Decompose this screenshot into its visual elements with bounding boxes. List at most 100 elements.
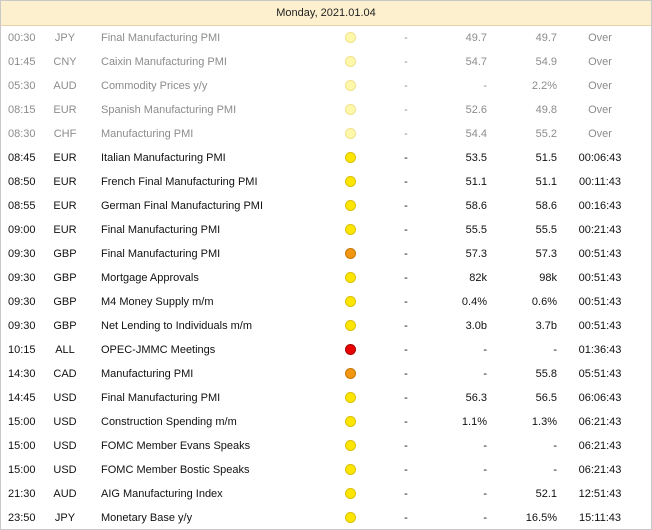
- event-actual: -: [404, 80, 408, 92]
- event-currency: GBP: [53, 296, 77, 308]
- event-actual: -: [404, 488, 408, 500]
- event-time: 09:30: [8, 248, 36, 260]
- event-currency: JPY: [54, 32, 76, 44]
- event-time: 08:55: [8, 200, 36, 212]
- event-actual: -: [404, 272, 408, 284]
- event-currency: AUD: [53, 80, 77, 92]
- event-previous: 98k: [539, 272, 557, 284]
- event-forecast: 56.3: [465, 392, 487, 404]
- impact-low-icon: [345, 104, 356, 115]
- impact-cell: [341, 26, 361, 50]
- event-row[interactable]: 09:30 GBP Mortgage Approvals - 82k 98k 00:51:4…: [1, 266, 651, 290]
- event-row[interactable]: 10:15 ALL OPEC-JMMC Meetings - - - 01:36:43: [1, 338, 651, 362]
- impact-cell: [341, 386, 361, 410]
- event-row[interactable]: 08:50 EUR French Final Manufacturing PMI - 5…: [1, 170, 651, 194]
- event-actual: -: [404, 296, 408, 308]
- impact-low-icon: [345, 512, 356, 523]
- event-row[interactable]: 21:30 AUD AIG Manufacturing Index - - 52.1 12:…: [1, 482, 651, 506]
- impact-medium-icon: [345, 368, 356, 379]
- event-time-left: 06:21:43: [578, 440, 622, 452]
- event-previous: 16.5%: [525, 512, 557, 524]
- event-row[interactable]: 23:50 JPY Monetary Base y/y - - 16.5% 15:11:43: [1, 506, 651, 530]
- impact-cell: [341, 434, 361, 458]
- event-previous: 54.9: [535, 56, 557, 68]
- impact-cell: [341, 506, 361, 530]
- event-time-left: Over: [588, 128, 612, 140]
- event-forecast: 52.6: [465, 104, 487, 116]
- event-row[interactable]: 15:00 USD Construction Spending m/m - 1.1% 1.…: [1, 410, 651, 434]
- event-forecast: 49.7: [465, 32, 487, 44]
- event-row[interactable]: 00:30 JPY Final Manufacturing PMI - 49.7 49.7…: [1, 26, 651, 50]
- event-time: 21:30: [8, 488, 36, 500]
- event-actual: -: [404, 56, 408, 68]
- event-actual: -: [404, 248, 408, 260]
- impact-cell: [341, 146, 361, 170]
- event-row[interactable]: 09:30 GBP M4 Money Supply m/m - 0.4% 0.6% 00:5…: [1, 290, 651, 314]
- event-time: 08:50: [8, 176, 36, 188]
- event-time: 15:00: [8, 464, 36, 476]
- impact-cell: [341, 338, 361, 362]
- event-time: 14:30: [8, 368, 36, 380]
- event-previous: 49.8: [535, 104, 557, 116]
- event-actual: -: [404, 152, 408, 164]
- event-row[interactable]: 08:45 EUR Italian Manufacturing PMI - 53.5 51…: [1, 146, 651, 170]
- event-name: Italian Manufacturing PMI: [101, 152, 226, 164]
- event-name: Construction Spending m/m: [101, 416, 237, 428]
- event-list: 00:30 JPY Final Manufacturing PMI - 49.7 49.7…: [1, 26, 651, 530]
- event-time-left: 06:06:43: [578, 392, 622, 404]
- event-row[interactable]: 14:30 CAD Manufacturing PMI - - 55.8 05:51:43: [1, 362, 651, 386]
- event-name: AIG Manufacturing Index: [101, 488, 223, 500]
- event-previous: 2.2%: [531, 80, 557, 92]
- impact-cell: [341, 266, 361, 290]
- event-currency: GBP: [53, 272, 77, 284]
- event-currency: USD: [53, 440, 77, 452]
- event-row[interactable]: 09:00 EUR Final Manufacturing PMI - 55.5 55.5…: [1, 218, 651, 242]
- event-forecast: -: [483, 440, 487, 452]
- event-row[interactable]: 08:30 CHF Manufacturing PMI - 54.4 55.2 Over: [1, 122, 651, 146]
- day-header: Monday, 2021.01.04: [1, 1, 651, 26]
- impact-cell: [341, 458, 361, 482]
- event-name: Spanish Manufacturing PMI: [101, 104, 237, 116]
- event-actual: -: [404, 128, 408, 140]
- event-forecast: 0.4%: [461, 296, 487, 308]
- event-time: 09:30: [8, 272, 36, 284]
- event-currency: CNY: [53, 56, 77, 68]
- event-row[interactable]: 08:55 EUR German Final Manufacturing PMI - 5…: [1, 194, 651, 218]
- event-row[interactable]: 08:15 EUR Spanish Manufacturing PMI - 52.6 49…: [1, 98, 651, 122]
- event-actual: -: [404, 464, 408, 476]
- impact-low-icon: [345, 416, 356, 427]
- event-forecast: -: [483, 464, 487, 476]
- event-forecast: 58.6: [465, 200, 487, 212]
- event-row[interactable]: 09:30 GBP Final Manufacturing PMI - 57.3 57.3…: [1, 242, 651, 266]
- impact-cell: [341, 50, 361, 74]
- event-time-left: 00:11:43: [578, 176, 621, 188]
- event-currency: CHF: [53, 128, 77, 140]
- event-row[interactable]: 14:45 USD Final Manufacturing PMI - 56.3 56.5…: [1, 386, 651, 410]
- event-time: 08:30: [8, 128, 36, 140]
- impact-low-icon: [345, 488, 356, 499]
- event-time-left: 00:51:43: [578, 272, 622, 284]
- impact-cell: [341, 362, 361, 386]
- event-row[interactable]: 15:00 USD FOMC Member Evans Speaks - - - 06:21…: [1, 434, 651, 458]
- impact-cell: [341, 290, 361, 314]
- event-row[interactable]: 15:00 USD FOMC Member Bostic Speaks - - - 06:2…: [1, 458, 651, 482]
- event-row[interactable]: 09:30 GBP Net Lending to Individuals m/m - 3…: [1, 314, 651, 338]
- event-time: 09:30: [8, 296, 36, 308]
- event-currency: USD: [53, 416, 77, 428]
- impact-cell: [341, 98, 361, 122]
- event-time: 23:50: [8, 512, 36, 524]
- event-time: 05:30: [8, 80, 36, 92]
- event-previous: 0.6%: [531, 296, 557, 308]
- event-name: French Final Manufacturing PMI: [101, 176, 258, 188]
- impact-cell: [341, 314, 361, 338]
- event-name: Manufacturing PMI: [101, 128, 194, 140]
- event-row[interactable]: 05:30 AUD Commodity Prices y/y - - 2.2% Over: [1, 74, 651, 98]
- event-time: 14:45: [8, 392, 36, 404]
- impact-medium-icon: [345, 248, 356, 259]
- event-name: Net Lending to Individuals m/m: [101, 320, 253, 332]
- event-time-left: Over: [588, 32, 612, 44]
- event-row[interactable]: 01:45 CNY Caixin Manufacturing PMI - 54.7 54.…: [1, 50, 651, 74]
- event-previous: 3.7b: [535, 320, 557, 332]
- event-name: Final Manufacturing PMI: [101, 392, 221, 404]
